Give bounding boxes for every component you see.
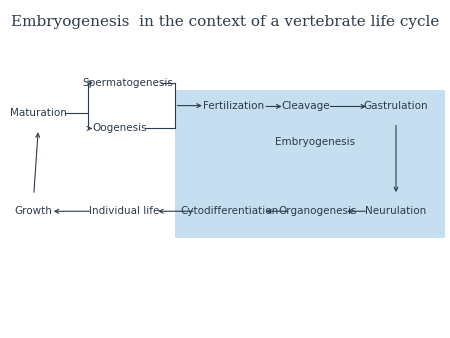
Text: Embryogenesis: Embryogenesis (275, 137, 355, 147)
FancyBboxPatch shape (175, 90, 445, 238)
Text: Individual life: Individual life (89, 206, 159, 216)
Text: Gastrulation: Gastrulation (364, 101, 428, 112)
Text: Embryogenesis  in the context of a vertebrate life cycle: Embryogenesis in the context of a verteb… (11, 15, 439, 29)
Text: Spermatogenesis: Spermatogenesis (83, 78, 174, 88)
Text: Cleavage: Cleavage (282, 101, 330, 112)
Text: Oogenesis: Oogenesis (92, 123, 147, 134)
Text: Maturation: Maturation (10, 108, 67, 118)
Text: Neurulation: Neurulation (365, 206, 427, 216)
Text: Organogenesis: Organogenesis (278, 206, 356, 216)
Text: Cytodifferentiation: Cytodifferentiation (180, 206, 279, 216)
Text: Growth: Growth (15, 206, 53, 216)
Text: Fertilization: Fertilization (203, 101, 265, 112)
